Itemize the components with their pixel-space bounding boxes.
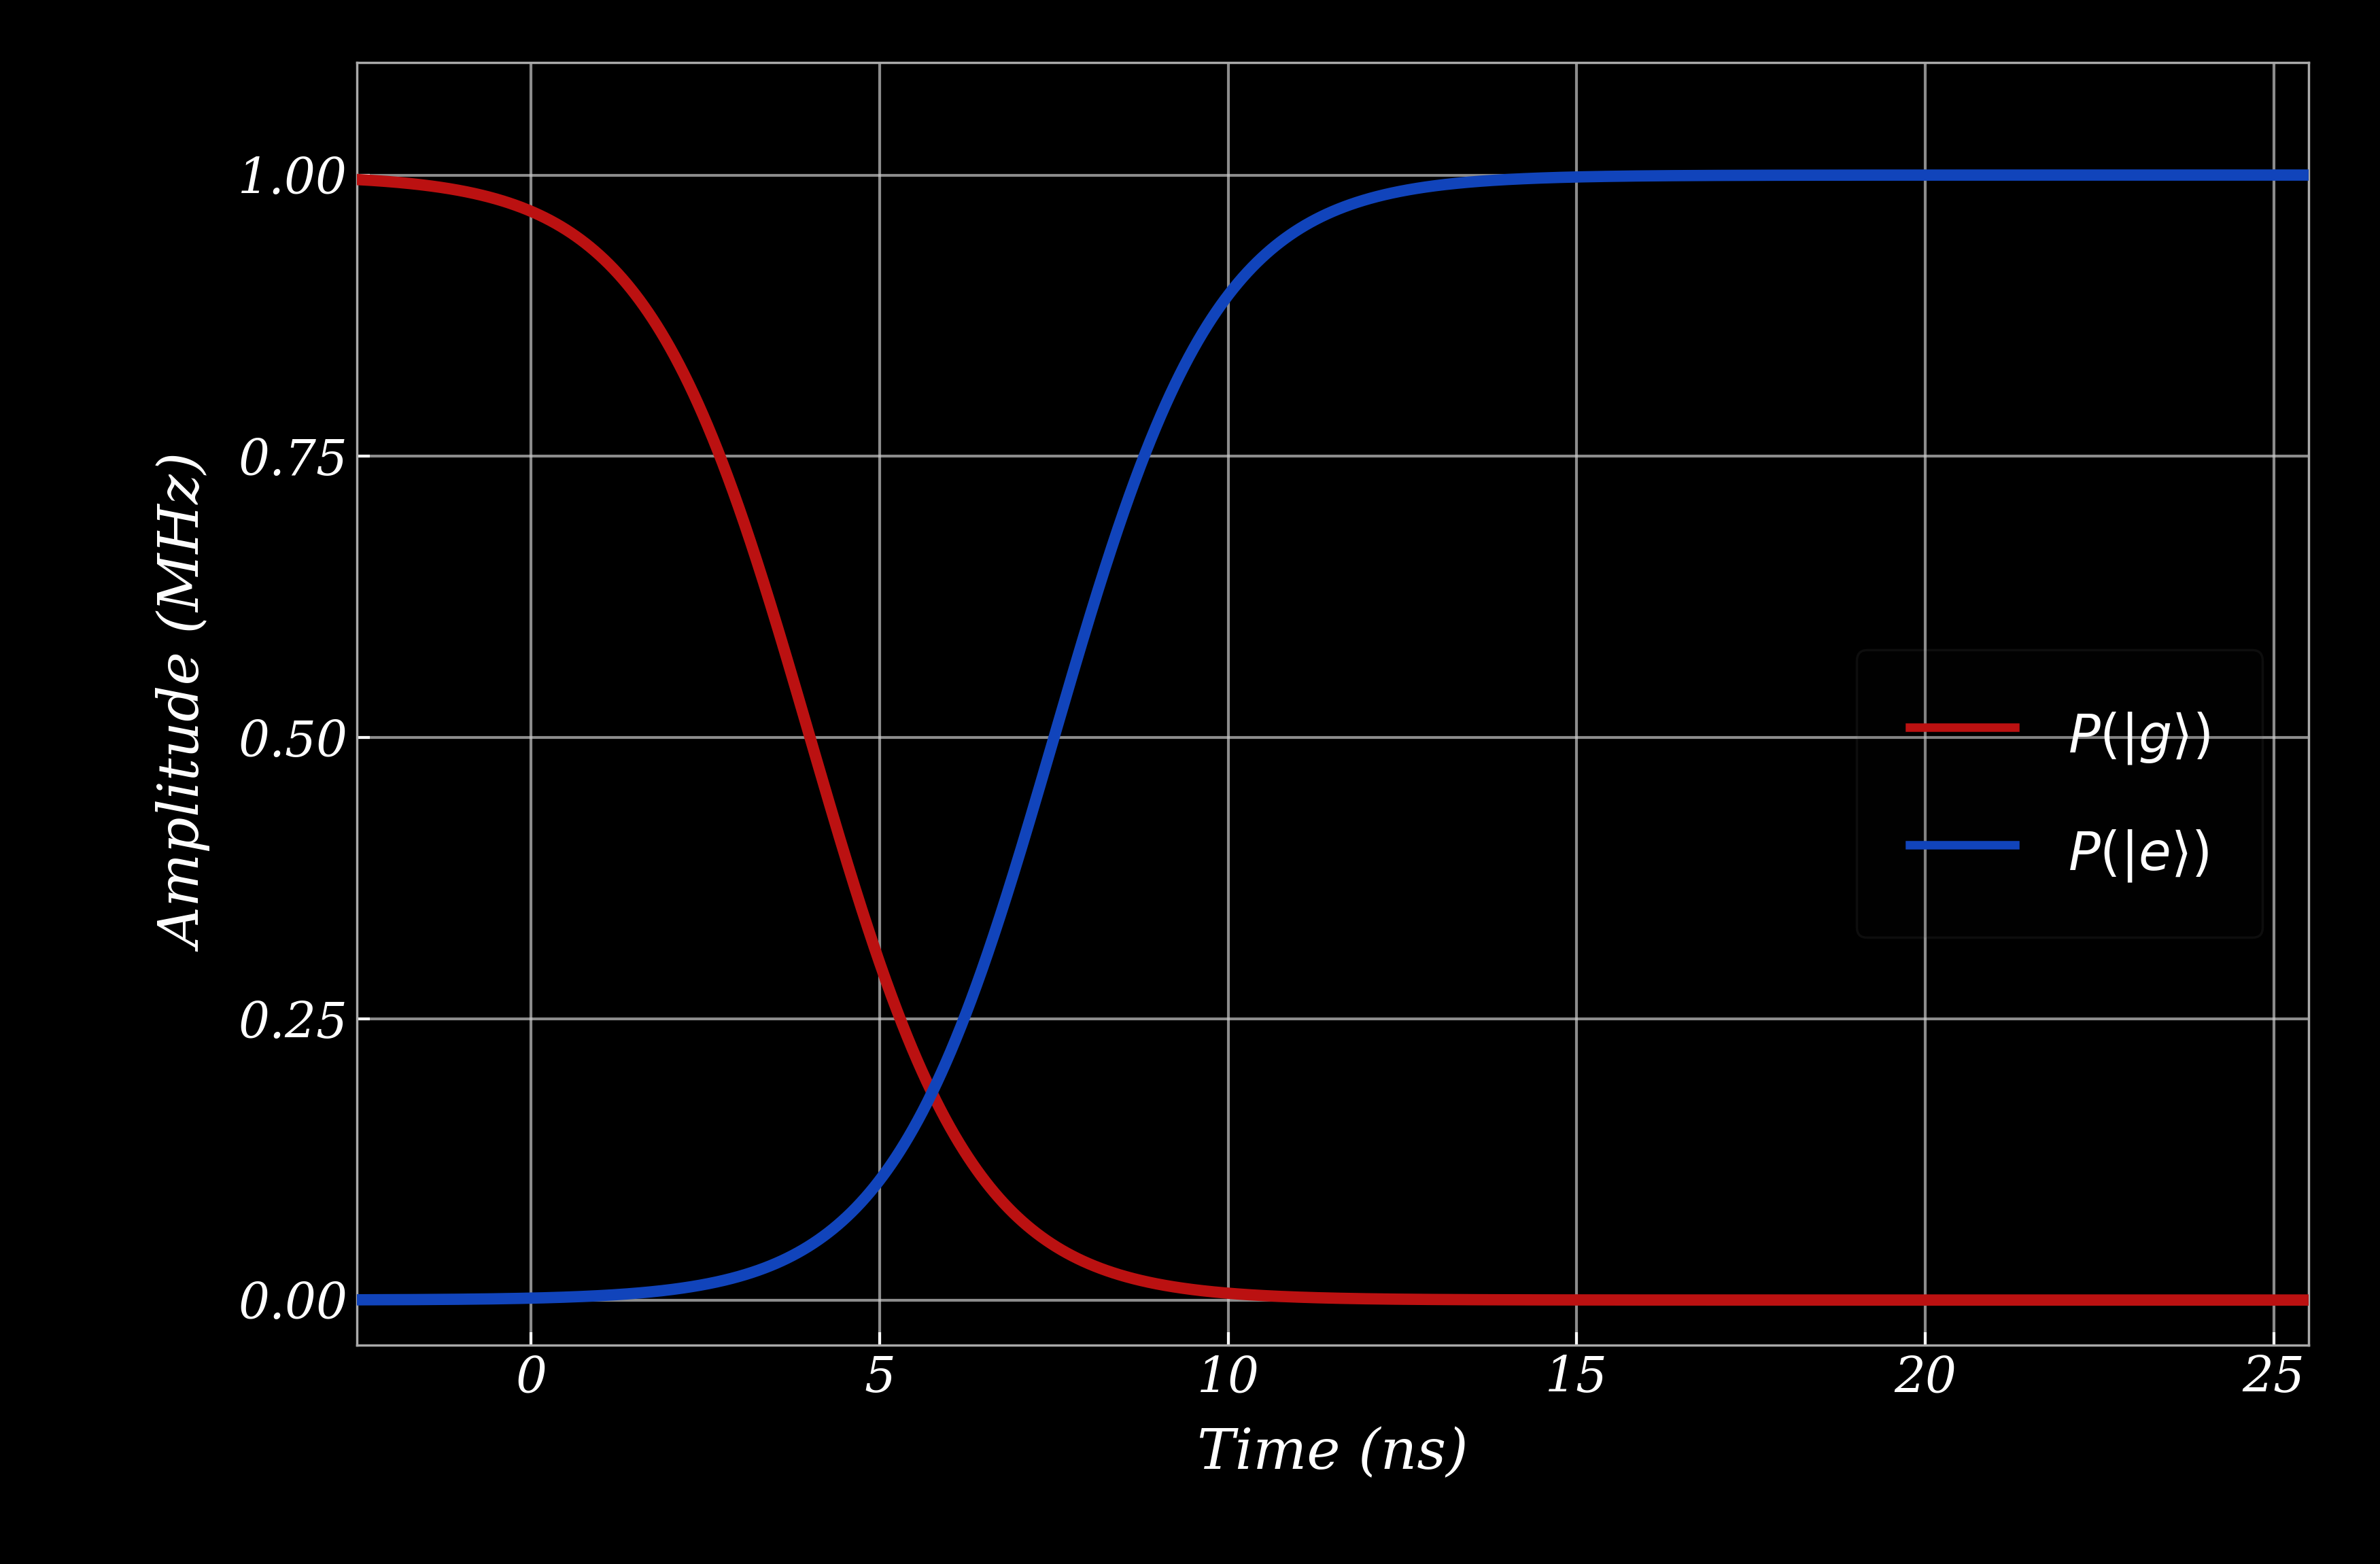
Y-axis label: Amplitude (MHz): Amplitude (MHz) bbox=[159, 457, 214, 951]
X-axis label: Time (ns): Time (ns) bbox=[1197, 1426, 1468, 1481]
Legend: $P(|g\rangle)$, $P(|e\rangle)$: $P(|g\rangle)$, $P(|e\rangle)$ bbox=[1856, 649, 2263, 937]
